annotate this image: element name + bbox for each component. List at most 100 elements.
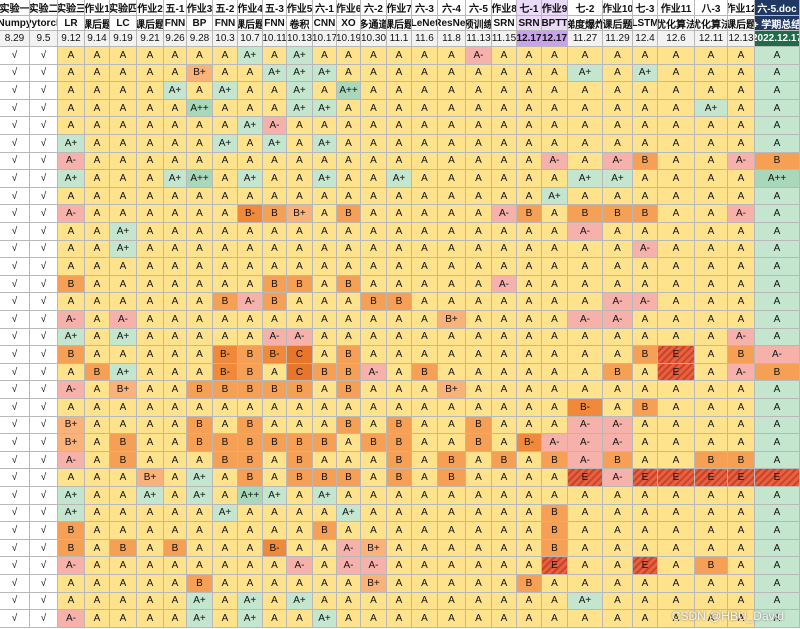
grade-cell: A+ <box>387 170 412 188</box>
grade-cell: A <box>137 539 164 558</box>
grade-cell: √ <box>0 170 30 188</box>
grade-cell: B+ <box>137 469 164 487</box>
header-cell: 预训练 <box>466 16 492 31</box>
grade-cell: A+ <box>187 487 213 505</box>
grade-cell: A <box>337 434 361 452</box>
header-cell: 课后题 <box>728 16 755 31</box>
grade-cell: B <box>633 152 658 171</box>
grade-cell: √ <box>0 99 30 118</box>
header-cell: 七-2 <box>568 0 603 16</box>
grade-cell: A <box>412 152 438 171</box>
grade-cell: A <box>287 223 313 241</box>
grade-cell: A <box>412 381 438 399</box>
grade-cell: E <box>568 469 603 487</box>
grade-cell: B <box>337 381 361 399</box>
grade-cell: A <box>492 82 517 100</box>
grade-cell: A <box>110 64 137 83</box>
grade-cell: A <box>658 223 695 241</box>
grade-cell: A <box>85 346 110 364</box>
grade-cell: A <box>633 117 658 135</box>
grade-cell: A+ <box>603 170 633 188</box>
grade-cell: A <box>164 152 187 171</box>
grade-cell: B <box>287 381 313 399</box>
grade-cell: A <box>517 381 542 399</box>
grade-cell: √ <box>30 539 58 558</box>
grade-cell: A <box>695 293 728 311</box>
grade-cell: A <box>568 539 603 558</box>
grade-cell: A <box>337 223 361 241</box>
grade-cell: A <box>85 416 110 435</box>
grade-cell: A <box>337 64 361 83</box>
grade-cell: A+ <box>287 99 313 118</box>
grade-cell: √ <box>30 135 58 153</box>
grade-cell: A <box>110 592 137 611</box>
grade-cell: A <box>85 504 110 523</box>
grade-cell: A <box>542 416 568 435</box>
grade-cell: A <box>361 275 387 294</box>
grade-cell: B <box>728 451 755 470</box>
header-cell: 作业12 <box>728 0 755 16</box>
header-cell: 9.26 <box>164 31 187 47</box>
grade-cell: A <box>492 504 517 523</box>
grade-cell: B <box>542 504 568 523</box>
grade-cell: A <box>755 240 800 259</box>
grade-cell: √ <box>30 469 58 487</box>
grade-cell: A <box>85 47 110 65</box>
grade-cell: A- <box>633 240 658 259</box>
grade-cell: A <box>387 187 412 206</box>
grade-cell: A+ <box>58 487 85 505</box>
grade-cell: A <box>568 610 603 628</box>
grade-cell: A <box>287 293 313 311</box>
grade-cell: A <box>187 522 213 540</box>
grade-cell: A <box>755 381 800 399</box>
grade-cell: A <box>313 575 337 593</box>
grade-cell: A <box>466 539 492 558</box>
header-cell: LSTM <box>633 16 658 31</box>
grade-cell: A- <box>728 328 755 347</box>
grade-cell: A- <box>492 275 517 294</box>
grade-cell: √ <box>0 469 30 487</box>
grade-cell: A <box>187 346 213 364</box>
grade-cell: A <box>695 311 728 329</box>
grade-cell: A <box>58 187 85 206</box>
grade-cell: E <box>755 469 800 487</box>
grade-cell: √ <box>0 328 30 347</box>
grade-cell: A <box>755 117 800 135</box>
grade-cell: A <box>658 451 695 470</box>
grade-cell: A <box>361 487 387 505</box>
grade-cell: A+ <box>213 504 238 523</box>
header-cell: 10.17 <box>313 31 337 47</box>
header-cell: 9.28 <box>187 31 213 47</box>
grade-cell: √ <box>0 487 30 505</box>
grade-cell: A <box>213 311 238 329</box>
grade-cell: A <box>517 99 542 118</box>
grade-cell: A <box>187 539 213 558</box>
grade-cell: A <box>466 64 492 83</box>
grade-cell: A <box>633 381 658 399</box>
grade-cell: A <box>542 293 568 311</box>
grade-cell: B <box>542 539 568 558</box>
header-cell: 卷积 <box>287 16 313 31</box>
grade-cell: B <box>695 557 728 575</box>
grade-cell: A <box>287 170 313 188</box>
grade-cell: A <box>187 135 213 153</box>
grade-cell: A <box>755 135 800 153</box>
grade-cell: A- <box>568 311 603 329</box>
grade-cell: B <box>361 434 387 452</box>
grade-cell: A <box>213 275 238 294</box>
grade-cell: A <box>438 434 466 452</box>
grade-cell: A <box>313 451 337 470</box>
header-cell: FNN <box>164 16 187 31</box>
grade-cell: B <box>603 451 633 470</box>
grade-cell: A <box>695 346 728 364</box>
grade-cell: A <box>137 522 164 540</box>
grade-cell: A <box>492 522 517 540</box>
grade-cell: B <box>387 416 412 435</box>
grade-cell: √ <box>30 522 58 540</box>
header-cell: 六-4 <box>438 0 466 16</box>
grade-cell: A <box>85 451 110 470</box>
grade-cell: A <box>658 152 695 171</box>
grade-cell: B <box>187 381 213 399</box>
header-cell: XO <box>337 16 361 31</box>
grade-cell: A- <box>542 434 568 452</box>
